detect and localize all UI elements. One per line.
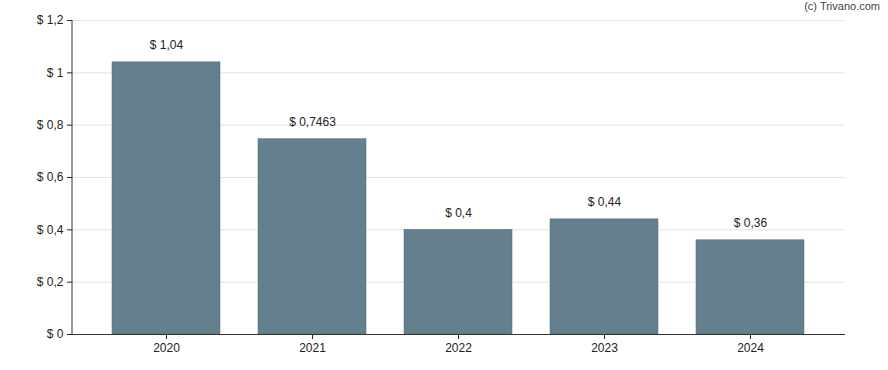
svg-text:$ 0,8: $ 0,8: [37, 118, 64, 132]
svg-text:$ 0,2: $ 0,2: [37, 275, 64, 289]
svg-text:2024: 2024: [737, 341, 764, 355]
svg-text:$ 1,04: $ 1,04: [150, 38, 184, 52]
svg-text:2023: 2023: [591, 341, 618, 355]
svg-text:2021: 2021: [299, 341, 326, 355]
html-text:(c) Trivano.com: (c) Trivano.com: [804, 0, 880, 12]
svg-text:$ 0,4: $ 0,4: [445, 206, 472, 220]
svg-text:$ 1,2: $ 1,2: [37, 13, 64, 27]
svg-text:$ 1: $ 1: [47, 66, 64, 80]
svg-text:$ 0,44: $ 0,44: [588, 195, 622, 209]
svg-text:2020: 2020: [153, 341, 180, 355]
svg-text:$ 0,6: $ 0,6: [37, 170, 64, 184]
svg-text:$ 0,7463: $ 0,7463: [289, 115, 336, 129]
svg-text:2022: 2022: [445, 341, 472, 355]
svg-text:$ 0,36: $ 0,36: [734, 216, 768, 230]
svg-text:$ 0,4: $ 0,4: [37, 223, 64, 237]
svg-text:$ 0: $ 0: [47, 327, 64, 341]
